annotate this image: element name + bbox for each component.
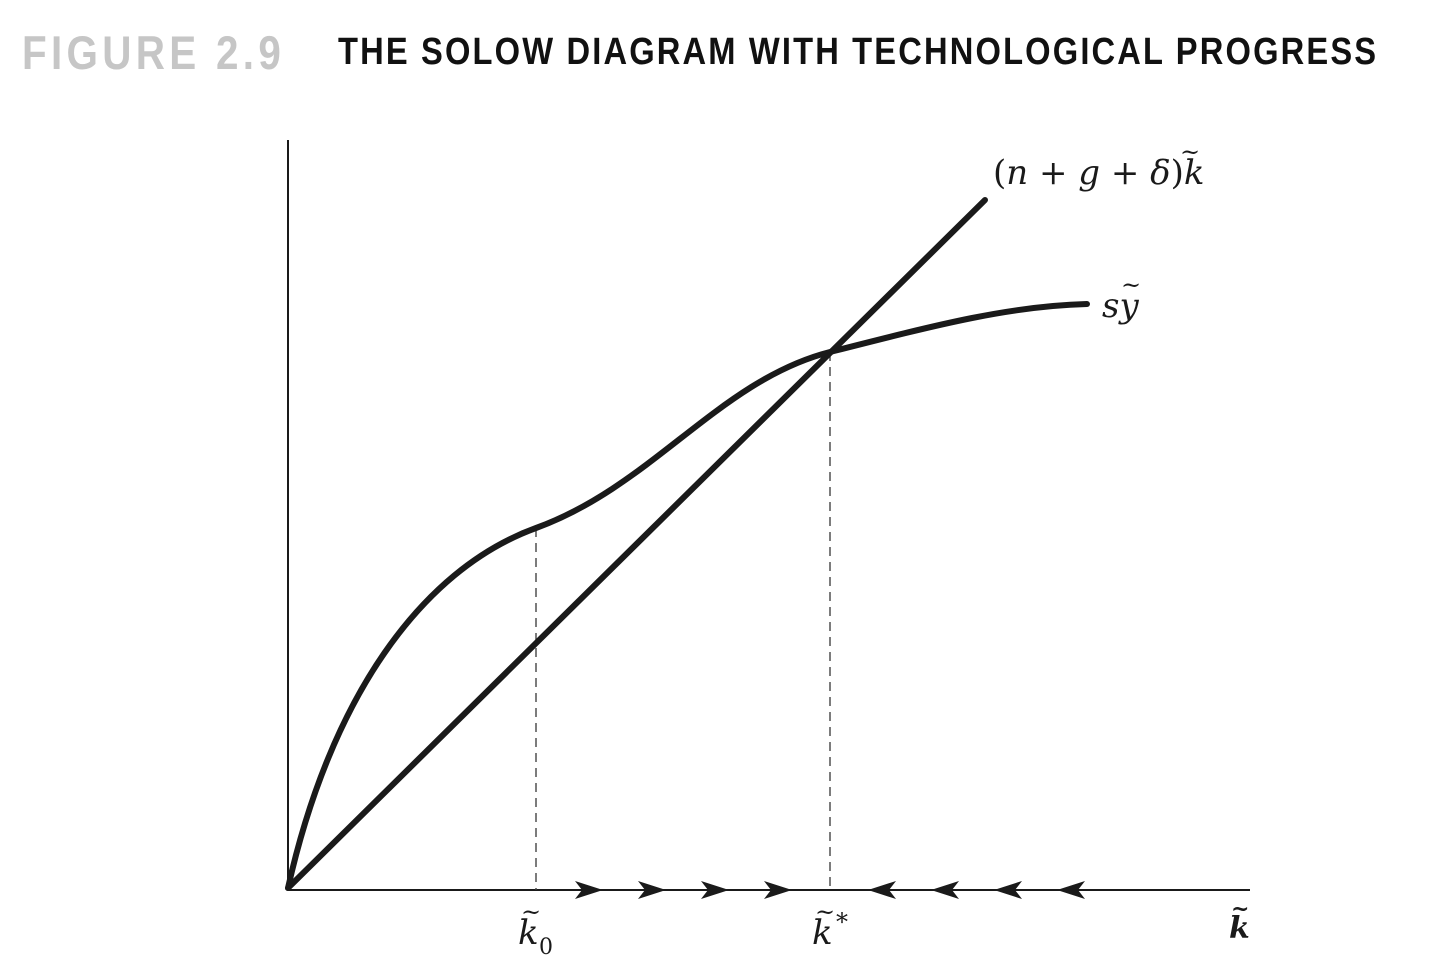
x-axis-label: k ~ — [1229, 896, 1250, 946]
dynamics-arrows — [575, 881, 1085, 899]
svg-text:0: 0 — [539, 935, 553, 960]
svg-text:sy: sy — [1102, 286, 1139, 326]
arrow-left-2 — [994, 881, 1022, 899]
arrow-right-3 — [764, 881, 792, 899]
arrow-right-0 — [575, 881, 603, 899]
arrow-left-1 — [931, 881, 959, 899]
arrow-right-1 — [638, 881, 666, 899]
svg-text:*: * — [836, 908, 848, 936]
svg-text:k: k — [812, 913, 833, 953]
svg-text:k: k — [1229, 911, 1250, 946]
arrow-left-0 — [868, 881, 896, 899]
k0-label: k 0 ~ — [518, 898, 553, 960]
figure-title: THE SOLOW DIAGRAM WITH TECHNOLOGICAL PRO… — [338, 31, 1379, 73]
curve-label-tilde: ~ — [1121, 271, 1141, 299]
figure-header: FIGURE 2.9 — [22, 22, 292, 82]
savings-curve — [285, 301, 1090, 891]
svg-text:~: ~ — [521, 898, 541, 926]
svg-text:~: ~ — [815, 898, 835, 926]
savings-curve-label: sy ~ — [1102, 271, 1141, 326]
figure-number: FIGURE 2.9 — [22, 25, 286, 79]
line-label-tilde: ~ — [1180, 138, 1200, 166]
svg-text:~: ~ — [1231, 896, 1249, 922]
depreciation-line-label: (n + g + δ)k ~ — [993, 138, 1205, 193]
svg-text:(n + g + δ)k: (n + g + δ)k — [993, 153, 1205, 193]
kstar-label: k * ~ — [812, 898, 848, 953]
depreciation-line — [285, 197, 988, 891]
arrow-left-3 — [1057, 881, 1085, 899]
svg-text:k: k — [518, 913, 539, 953]
arrow-right-2 — [701, 881, 729, 899]
